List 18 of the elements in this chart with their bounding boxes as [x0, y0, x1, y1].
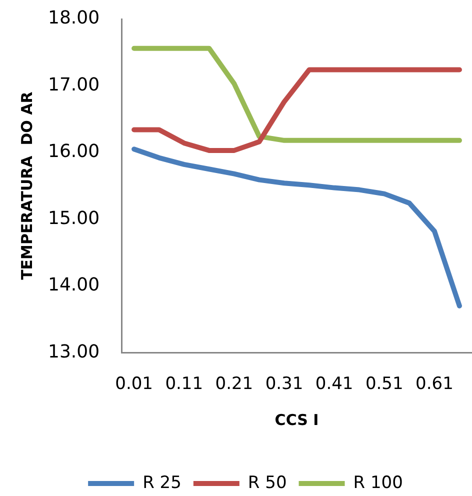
x-tick-label: 0.31 — [265, 374, 304, 394]
legend-label: R 50 — [248, 472, 287, 493]
y-axis-title: TEMPERATURA DO AR — [18, 91, 36, 280]
x-tick-label: 0.61 — [416, 374, 454, 394]
y-tick-label: 13.00 — [48, 341, 100, 362]
y-tick-label: 16.00 — [48, 141, 100, 162]
x-axis-title: CCS I — [274, 410, 319, 429]
y-tick-label: 14.00 — [48, 274, 100, 296]
y-tick-label: 18.00 — [48, 8, 100, 29]
x-tick-label: 0.51 — [365, 374, 404, 394]
x-tick-label: 0.21 — [215, 374, 254, 394]
x-tick-label: 0.01 — [115, 374, 153, 394]
legend-label: R 25 — [142, 472, 182, 493]
y-tick-label: 15.00 — [48, 208, 100, 229]
y-tick-label: 17.00 — [48, 74, 100, 96]
legend-label: R 100 — [353, 472, 403, 493]
x-tick-label: 0.11 — [165, 374, 204, 394]
x-tick-label: 0.41 — [315, 374, 354, 394]
